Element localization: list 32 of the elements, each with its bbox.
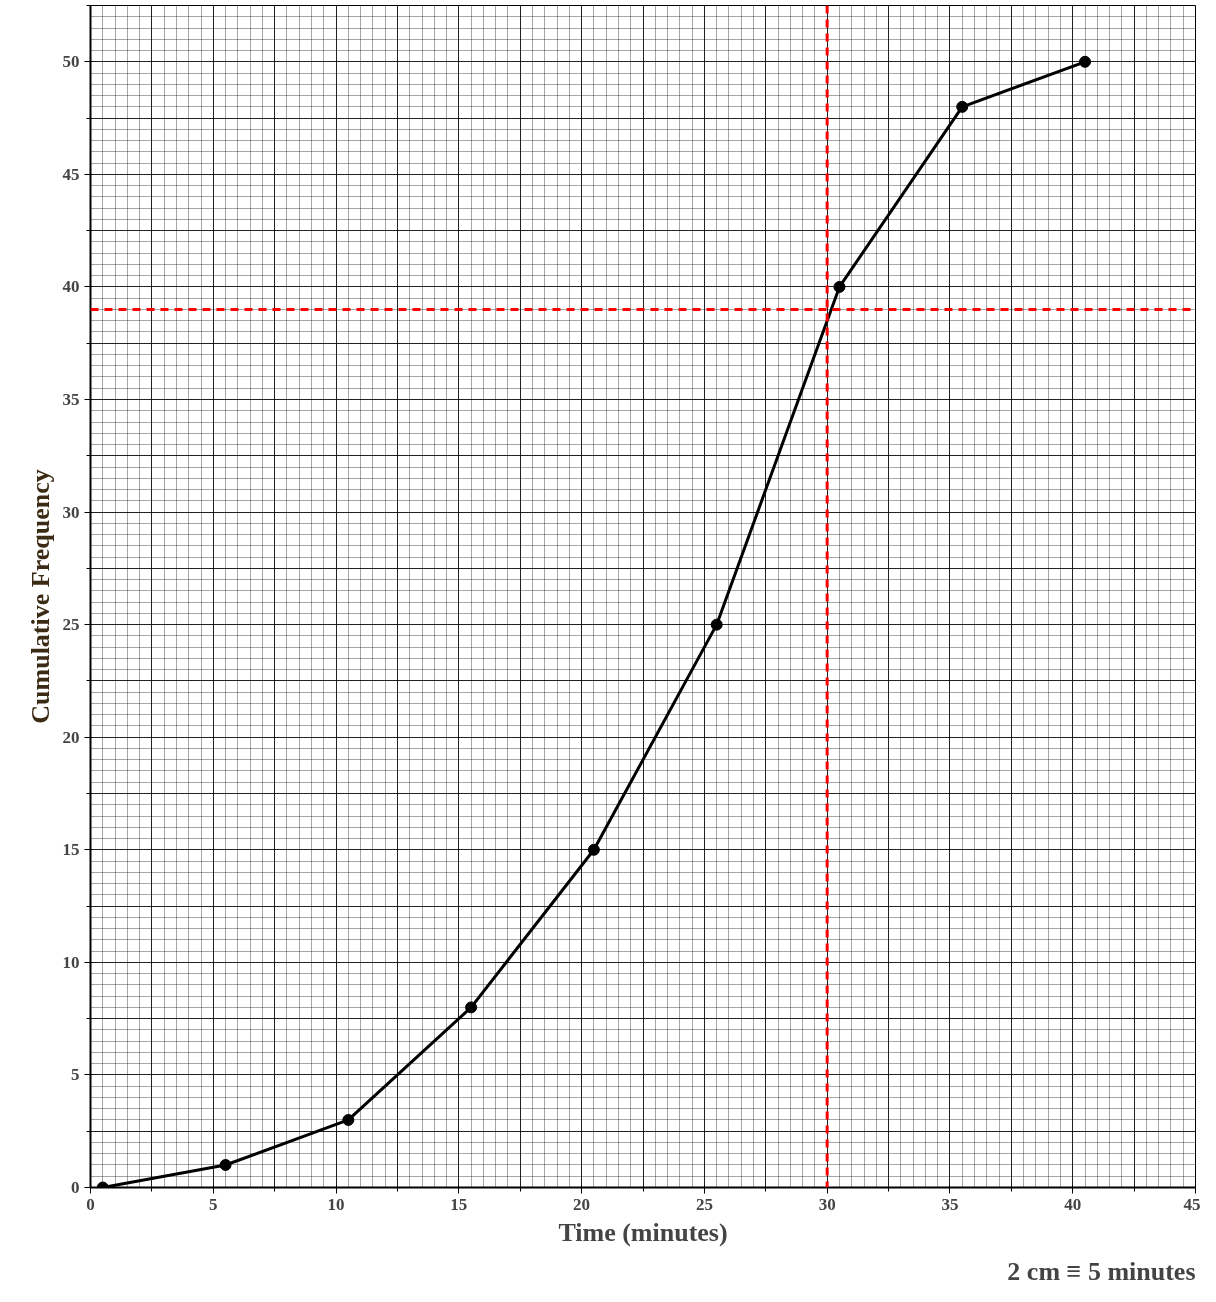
point (956, 100, 969, 113)
point (833, 280, 846, 293)
point (342, 1113, 355, 1126)
y-tick-label: 35 (62, 390, 80, 409)
x-tick-label: 5 (209, 1194, 218, 1214)
x-tick-label: 10 (327, 1194, 345, 1214)
y-tick-label: 15 (62, 840, 80, 860)
y-tick-label: 40 (62, 277, 80, 297)
x-tick-label: 15 (450, 1194, 468, 1214)
point (587, 843, 600, 856)
y-tick-label: 20 (62, 727, 80, 747)
x-tick-label: 20 (573, 1194, 591, 1214)
x-tick-label: 0 (86, 1194, 95, 1214)
y-tick-label: 10 (62, 952, 80, 972)
y-tick-label: 5 (71, 1065, 80, 1085)
text: 2 cm ≡ 5 minutes (1007, 1256, 1196, 1286)
point (1079, 55, 1091, 68)
point (710, 618, 723, 631)
x-axis-title: Time (minutes) (558, 1217, 728, 1247)
y-tick-label: 25 (62, 615, 80, 635)
y-tick-label: 30 (62, 502, 80, 522)
y-tick-label: 0 (71, 1178, 80, 1197)
y-tick-label: 50 (62, 52, 80, 72)
y-tick-label: 45 (62, 164, 80, 184)
x-tick-label: 45 (1183, 1194, 1201, 1214)
point (219, 1159, 232, 1171)
point (465, 1001, 478, 1014)
x-tick-label: 40 (1064, 1194, 1082, 1214)
x-tick-label: 30 (818, 1194, 836, 1214)
y-axis-title: Cumulative Frequency (25, 469, 55, 724)
x-tick-label: 35 (941, 1194, 959, 1214)
x-tick-label: 25 (695, 1194, 713, 1214)
